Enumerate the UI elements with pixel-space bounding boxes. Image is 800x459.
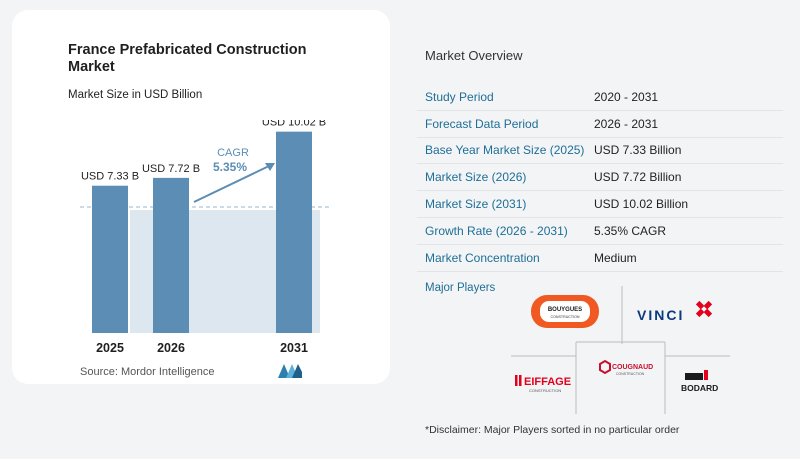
cougnaud-logo-subtext: CONSTRUCTION	[616, 372, 645, 376]
disclaimer: *Disclaimer: Major Players sorted in no …	[425, 424, 680, 436]
overview-row: Market Size (2026) USD 7.72 Billion	[417, 164, 783, 192]
overview-value: 2020 - 2031	[594, 89, 659, 104]
cagr-arrowhead	[265, 163, 275, 171]
cougnaud-mark-icon	[599, 359, 611, 375]
chart-subtitle: Market Size in USD Billion	[68, 89, 203, 101]
overview-value: Medium	[594, 250, 637, 265]
overview-label: Base Year Market Size (2025)	[425, 143, 585, 158]
vinci-mark-icon	[695, 300, 713, 318]
players-grid: BOUYGUES CONSTRUCTION VINCI EIFFAGE CONS…	[511, 286, 730, 414]
overview-row: Growth Rate (2026 - 2031) 5.35% CAGR	[417, 218, 783, 245]
overview-row: Base Year Market Size (2025) USD 7.33 Bil…	[417, 138, 783, 165]
eiffage-logo-text: EIFFAGE	[524, 376, 571, 388]
value-label: USD 7.33 B	[81, 171, 139, 183]
cagr-label: CAGR	[217, 147, 249, 159]
overview-label: Study Period	[425, 89, 494, 104]
overview-label: Market Size (2031)	[425, 197, 527, 212]
value-label: USD 7.72 B	[142, 163, 200, 175]
value-label: USD 10.02 B	[262, 120, 326, 129]
eiffage-logo-subtext: CONSTRUCTION	[529, 388, 561, 393]
overview-row: Study Period 2020 - 2031	[417, 84, 783, 111]
overview-label: Forecast Data Period	[425, 116, 539, 131]
cougnaud-logo-text: COUGNAUD	[612, 364, 653, 371]
overview-table: Study Period 2020 - 2031 Forecast Data Pe…	[417, 84, 783, 272]
bar-2025	[92, 185, 128, 333]
bouygues-logo: BOUYGUES CONSTRUCTION	[531, 295, 599, 328]
overview-value: 2026 - 2031	[594, 116, 659, 131]
overview-label: Market Size (2026)	[425, 170, 527, 185]
mordor-logo-icon	[278, 364, 302, 378]
overview-title: Market Overview	[425, 48, 523, 63]
category-label: 2026	[157, 341, 185, 355]
major-players-label: Major Players	[425, 282, 496, 294]
category-label: 2025	[96, 341, 124, 355]
overview-value: USD 7.33 Billion	[594, 143, 682, 158]
bar-chart: USD 7.33 B 2025 USD 7.72 B 2026 USD 10.02 B 2…	[80, 120, 330, 355]
bar-2031	[276, 131, 312, 333]
overview-label: Growth Rate (2026 - 2031)	[425, 223, 568, 238]
overview-value: 5.35% CAGR	[594, 223, 667, 238]
overview-row: Forecast Data Period 2026 - 2031	[417, 111, 783, 138]
overview-row: Market Concentration Medium	[417, 245, 783, 272]
cougnaud-logo: COUGNAUD CONSTRUCTION	[599, 359, 653, 376]
bouygues-logo-text: BOUYGUES	[548, 307, 582, 313]
overview-label: Market Concentration	[425, 250, 540, 265]
vinci-logo-text: VINCI	[637, 307, 684, 323]
bodard-logo-text: BODARD	[681, 383, 718, 393]
overview-value: USD 7.72 Billion	[594, 170, 682, 185]
cagr-arrow	[193, 165, 270, 203]
overview-row: Market Size (2031) USD 10.02 Billion	[417, 191, 783, 218]
chart-title: France Prefabricated Construction Market	[68, 42, 307, 75]
cagr-value: 5.35%	[213, 160, 247, 174]
overview-value: USD 10.02 Billion	[594, 197, 689, 212]
vinci-logo: VINCI	[637, 300, 713, 323]
bouygues-logo-subtext: CONSTRUCTION	[551, 315, 580, 319]
eiffage-logo: EIFFAGE CONSTRUCTION	[515, 375, 571, 393]
bar-2026	[153, 177, 189, 333]
category-label: 2031	[280, 341, 308, 355]
bodard-logo: BODARD	[681, 370, 718, 393]
source-note: Source: Mordor Intelligence	[80, 366, 215, 378]
